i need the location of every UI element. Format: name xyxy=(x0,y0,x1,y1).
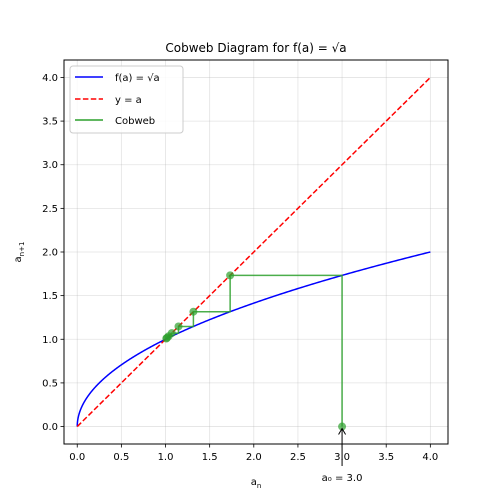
legend-label-sqrt: f(a) = √a xyxy=(115,73,160,84)
x-axis-label-sub: n xyxy=(257,482,261,490)
annotation: a₀ = 3.0 xyxy=(322,427,363,484)
y-tick-label: 0.0 xyxy=(42,422,58,433)
x-tick-label: 2.0 xyxy=(246,452,262,463)
annotation-arrow-head xyxy=(338,427,347,435)
legend-label-cobweb: Cobweb xyxy=(115,116,155,127)
x-tick-label: 1.0 xyxy=(158,452,174,463)
y-axis-label-main: a xyxy=(13,256,24,262)
cobweb-point xyxy=(174,322,183,331)
x-tick-label: 1.5 xyxy=(202,452,218,463)
y-tick-label: 3.5 xyxy=(42,117,58,128)
x-tick-label: 2.5 xyxy=(290,452,306,463)
chart-title: Cobweb Diagram for f(a) = √a xyxy=(165,41,346,55)
cobweb-point xyxy=(226,271,235,280)
cobweb-point xyxy=(338,422,347,431)
y-axis-label-sub: n+1 xyxy=(18,242,26,257)
legend-box xyxy=(69,65,184,134)
x-tick-label: 3.5 xyxy=(378,452,394,463)
y-tick-label: 2.0 xyxy=(42,248,58,259)
legend-label-identity: y = a xyxy=(115,95,142,106)
x-tick-label: 0.5 xyxy=(113,452,129,463)
x-axis-label-main: a xyxy=(251,477,257,488)
series-layer xyxy=(76,76,431,431)
y-tick-label: 0.5 xyxy=(42,378,58,389)
y-tick-label: 3.0 xyxy=(42,160,58,171)
cobweb-point xyxy=(189,307,198,316)
series-identity-line xyxy=(76,76,431,428)
cobweb-point xyxy=(162,334,171,343)
y-axis-label: an+1 xyxy=(13,242,26,263)
y-tick-label: 2.5 xyxy=(42,204,58,215)
x-tick-label: 0.0 xyxy=(69,452,85,463)
grid xyxy=(64,60,448,444)
y-tick-label: 1.0 xyxy=(42,335,58,346)
x-axis-label: an xyxy=(251,477,262,490)
y-tick-label: 4.0 xyxy=(42,73,58,84)
annotation-text: a₀ = 3.0 xyxy=(322,473,363,484)
legend: f(a) = √a y = a Cobweb xyxy=(69,65,184,134)
y-tick-label: 1.5 xyxy=(42,291,58,302)
x-tick-label: 4.0 xyxy=(422,452,438,463)
